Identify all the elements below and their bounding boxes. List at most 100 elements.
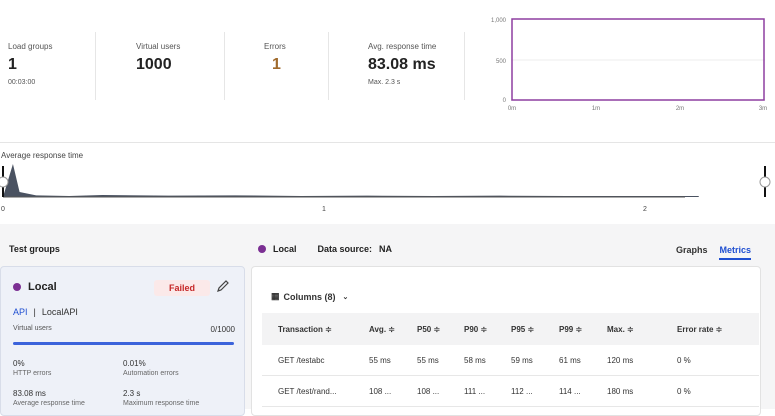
cell-p95: 112 ... <box>511 387 533 396</box>
y-tick: 500 <box>496 59 507 65</box>
col-transaction[interactable]: Transaction ≑ <box>278 325 332 334</box>
errors-label: Errors <box>264 42 286 51</box>
col-p99[interactable]: P99 ≑ <box>559 325 583 334</box>
api-row: API | LocalAPI <box>13 307 78 317</box>
load-groups-duration: 00:03:00 <box>8 79 36 86</box>
status-badge: Failed <box>154 280 210 296</box>
cell-p50: 55 ms <box>417 356 439 365</box>
timeline-title: Average response time <box>1 151 84 160</box>
cell-p99: 61 ms <box>559 356 581 365</box>
divider <box>224 32 225 100</box>
col-p95[interactable]: P95 ≑ <box>511 325 535 334</box>
divider <box>464 32 465 100</box>
vu-label: Virtual users <box>13 325 52 332</box>
cell-max: 120 ms <box>607 356 634 365</box>
drag-handle-left-icon[interactable] <box>0 176 9 188</box>
timeline-bg <box>0 164 775 198</box>
cell-p90: 111 ... <box>464 387 486 396</box>
load-groups-stat: Load groups 1 00:03:00 <box>8 42 52 86</box>
avg-response-stat: Avg. response time 83.08 ms Max. 2.3 s <box>368 42 436 86</box>
chevron-down-icon: ⌄ <box>342 293 349 301</box>
columns-dropdown[interactable]: ▦ Columns (8) ⌄ <box>271 291 348 302</box>
metric-value: 0.01% <box>123 359 146 368</box>
test-group-card[interactable]: Local Failed API | LocalAPI Virtual users … <box>0 266 245 416</box>
group-name: Local <box>13 281 57 293</box>
x-tick: 0m <box>508 106 516 112</box>
detail-group-name: Local <box>273 244 297 254</box>
api-name: LocalAPI <box>41 307 78 317</box>
datasource-label: Data source: <box>317 244 373 254</box>
virtual-users-mini-chart: 1,000 500 0 0m 1m 2m 3m <box>491 18 767 112</box>
cell-error-rate: 0 % <box>677 356 691 365</box>
cell-p99: 114 ... <box>559 387 581 396</box>
api-separator: | <box>33 307 36 317</box>
col-avg[interactable]: Avg. ≑ <box>369 325 395 334</box>
col-p50[interactable]: P50 ≑ <box>417 325 441 334</box>
group-name-label: Local <box>28 281 57 293</box>
test-groups-section: Test groups Local Failed API | LocalAPI Vi… <box>0 224 775 416</box>
cell-max: 180 ms <box>607 387 634 396</box>
divider <box>328 32 329 100</box>
timeline-x-tick: 2 <box>643 206 647 213</box>
http-errors-metric: 0% HTTP errors <box>13 359 51 377</box>
metric-label: HTTP errors <box>13 370 52 377</box>
virtual-users-label: Virtual users <box>136 42 181 51</box>
virtual-users-row: Virtual users 0/1000 <box>13 325 235 334</box>
load-groups-value: 1 <box>8 56 17 73</box>
divider <box>95 32 96 100</box>
tab-graphs[interactable]: Graphs <box>675 245 708 255</box>
metric-value: 83.08 ms <box>13 389 46 398</box>
virtual-users-value: 1000 <box>136 56 172 73</box>
automation-errors-metric: 0.01% Automation errors <box>123 359 179 377</box>
table-header: Transaction ≑ Avg. ≑ P50 ≑ P90 ≑ P95 ≑ P… <box>262 313 759 345</box>
x-tick: 3m <box>759 106 767 112</box>
max-response-metric: 2.3 s Maximum response time <box>123 389 199 407</box>
avg-response-value: 83.08 ms <box>368 56 436 73</box>
tab-metrics[interactable]: Metrics <box>719 245 751 260</box>
section-divider <box>0 142 775 143</box>
progress-bar <box>13 342 234 345</box>
cell-transaction: GET /testabc <box>278 356 325 365</box>
metric-label: Automation errors <box>123 370 179 377</box>
metric-value: 0% <box>13 359 25 368</box>
timeline-x-tick: 1 <box>322 206 326 213</box>
col-max[interactable]: Max. ≑ <box>607 325 634 334</box>
summary-header: Load groups 1 00:03:00 Virtual users 100… <box>0 0 775 142</box>
metrics-panel: ▦ Columns (8) ⌄ Transaction ≑ Avg. ≑ P50… <box>251 266 761 416</box>
detail-header: Local Data source: NA <box>258 244 392 254</box>
vu-count: 0/1000 <box>210 325 235 334</box>
group-color-dot <box>258 245 266 253</box>
avg-response-label: Avg. response time <box>368 42 437 51</box>
metric-value: 2.3 s <box>123 389 141 398</box>
view-tabs: Graphs Metrics <box>676 245 751 260</box>
errors-value: 1 <box>272 56 281 73</box>
errors-stat: Errors 1 <box>264 42 286 74</box>
x-tick: 2m <box>676 106 684 112</box>
metric-label: Average response time <box>13 400 85 407</box>
columns-icon: ▦ <box>271 291 280 301</box>
cell-p95: 59 ms <box>511 356 533 365</box>
api-type: API <box>13 307 28 317</box>
avg-response-metric: 83.08 ms Average response time <box>13 389 85 407</box>
cell-transaction: GET /test/rand... <box>278 387 337 396</box>
cell-p50: 108 ... <box>417 387 440 396</box>
drag-handle-right-icon[interactable] <box>759 176 771 188</box>
test-groups-title: Test groups <box>9 244 60 254</box>
virtual-users-stat: Virtual users 1000 <box>136 42 180 74</box>
col-error-rate[interactable]: Error rate ≑ <box>677 325 723 334</box>
cell-p90: 58 ms <box>464 356 486 365</box>
table-row[interactable]: GET /test/rand... 108 ... 108 ... 111 ..… <box>262 376 759 407</box>
col-p90[interactable]: P90 ≑ <box>464 325 488 334</box>
y-tick: 1,000 <box>491 18 507 24</box>
load-groups-label: Load groups <box>8 42 53 51</box>
edit-pencil-icon[interactable] <box>216 279 230 293</box>
cell-error-rate: 0 % <box>677 387 691 396</box>
timeline-x-tick: 0 <box>1 206 5 213</box>
response-time-timeline: 0 1 2 <box>0 164 775 213</box>
cell-avg: 108 ... <box>369 387 392 396</box>
table-row[interactable]: GET /testabc 55 ms 55 ms 58 ms 59 ms 61 … <box>262 345 759 376</box>
columns-label: Columns (8) <box>283 291 336 302</box>
users-line <box>511 18 765 101</box>
cell-avg: 55 ms <box>369 356 391 365</box>
datasource-value: NA <box>379 244 393 254</box>
